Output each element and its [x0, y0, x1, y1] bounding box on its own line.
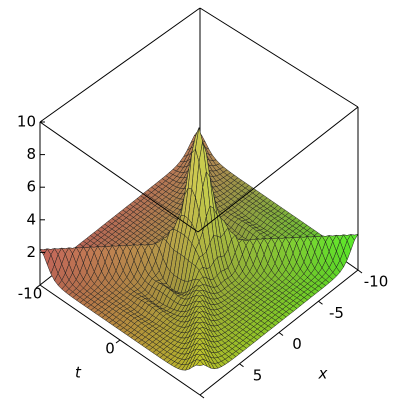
x-tick	[239, 363, 244, 368]
x-tick	[199, 394, 205, 399]
x-tick	[278, 332, 284, 336]
z-tick-label: 8	[26, 145, 36, 163]
surface	[39, 126, 359, 371]
x-tick	[357, 269, 363, 274]
z-tick-label: 6	[26, 178, 36, 196]
x-tick-label: -5	[329, 304, 344, 322]
box-edge	[197, 106, 359, 233]
surface-cell	[195, 359, 205, 366]
x-tick-label: 5	[253, 366, 263, 384]
z-tick-label: 2	[26, 243, 36, 261]
x-tick	[318, 300, 323, 305]
box-edge	[39, 121, 199, 233]
t-tick	[115, 339, 121, 344]
axis-title: x	[318, 365, 328, 383]
z-tick-label: 10	[17, 113, 36, 131]
box-edge	[199, 7, 359, 108]
x-tick-label: 10	[208, 398, 227, 400]
t-tick	[35, 284, 41, 289]
axis-title: t	[75, 364, 82, 382]
t-tick-label: -10	[18, 285, 43, 303]
z-tick-label: 4	[26, 210, 36, 228]
box-edge	[39, 7, 201, 123]
t-tick-label: 0	[105, 340, 115, 358]
x-tick-label: 0	[292, 335, 302, 353]
x-tick-label: -10	[364, 273, 389, 291]
box-front	[39, 7, 359, 396]
